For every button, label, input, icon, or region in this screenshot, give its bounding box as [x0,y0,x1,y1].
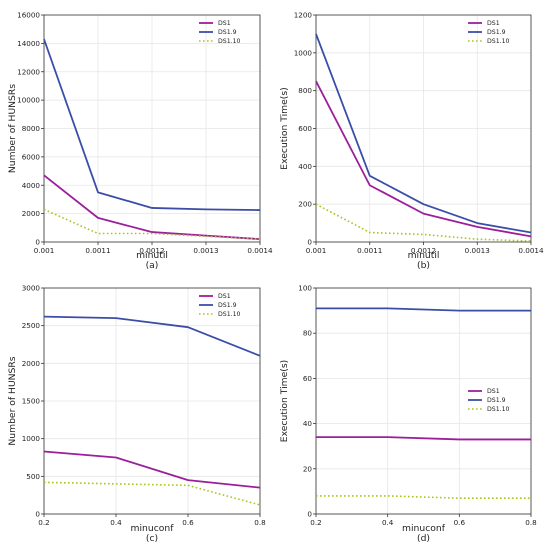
x-tick-label: 0.001 [34,246,55,255]
series-line-DS1 [43,450,261,489]
series-line-DS1-10 [315,203,532,242]
legend-entry: DS1 [487,20,500,27]
x-tick-label: 0.001 [306,246,327,255]
legend-entry: DS1.9 [487,397,506,404]
x-tick-label: 0.8 [254,518,266,527]
legend-entry: DS1 [218,20,231,27]
series-line-DS1-10 [43,208,261,240]
y-tick-label: 10000 [17,96,40,105]
y-tick-label: 40 [303,419,313,428]
y-tick-label: 80 [303,329,313,338]
x-axis-label: minuconf [131,523,175,534]
y-tick-label: 0 [307,238,312,247]
y-tick-label: 800 [298,86,312,95]
series-line-DS1-9 [316,307,531,312]
y-tick-label: 0 [307,510,312,519]
y-tick-label: 12000 [17,67,40,76]
y-tick-label: 20 [303,464,313,473]
x-axis-label: minuconf [402,523,446,534]
subfigure-label: (c) [146,533,158,544]
series-line-DS1-9 [43,315,261,357]
y-tick-label: 16000 [17,11,40,20]
series-line-DS1-10 [43,481,261,506]
y-tick-label: 1000 [294,48,313,57]
x-axis-label: minutil [136,250,168,261]
subfigure-label: (b) [417,260,430,271]
y-tick-label: 1500 [22,397,41,406]
y-tick-label: 1000 [22,434,41,443]
series-line-DS1 [316,436,531,441]
y-axis-label: Number of HUNSRs [7,84,18,173]
x-tick-label: 0.2 [38,518,49,527]
y-tick-label: 60 [303,374,313,383]
legend-entry: DS1.10 [218,311,241,318]
series-line-DS1-10 [316,495,531,499]
x-axis-label: minutil [408,250,440,261]
subfigure-label: (d) [417,533,430,544]
legend-entry: DS1.10 [487,406,510,413]
x-tick-label: 0.6 [454,518,466,527]
x-tick-label: 0.0011 [85,246,110,255]
x-tick-label: 0.6 [182,518,194,527]
legend: DS1 DS1.9 DS1.10 [468,20,510,45]
y-tick-label: 2000 [22,209,41,218]
y-tick-label: 200 [298,200,312,209]
y-tick-label: 6000 [22,152,41,161]
series-line-DS1-9 [43,38,261,211]
y-tick-label: 100 [298,284,312,293]
x-tick-label: 0.0012 [411,246,436,255]
legend-entry: DS1 [218,293,231,300]
plot-frame [315,287,532,515]
legend-entry: DS1.9 [218,302,237,309]
chart-panel-a: 0.001 0.0011 0.0012 0.0013 0.0014 0 2000 4000 60… [7,11,273,272]
series-line-DS1 [315,80,532,238]
x-tick-label: 0.0013 [193,246,218,255]
subfigure-label: (a) [146,260,159,271]
x-tick-label: 0.0014 [247,246,273,255]
legend: DS1 DS1.9 DS1.10 [199,20,241,45]
x-tick-label: 0.0013 [465,246,490,255]
y-tick-label: 14000 [17,39,40,48]
y-tick-label: 2000 [22,359,41,368]
y-tick-label: 3000 [22,284,41,293]
y-tick-label: 1200 [294,11,313,20]
series-line-DS1-9 [315,33,532,234]
y-tick-label: 500 [26,472,40,481]
y-tick-label: 400 [298,162,312,171]
legend: DS1 DS1.9 DS1.10 [468,388,510,413]
y-axis-label: Number of HUNSRs [7,356,18,445]
y-axis-label: Execution Time(s) [279,87,290,169]
legend-entry: DS1.10 [218,38,241,45]
y-tick-label: 4000 [22,181,41,190]
chart-panel-d: 0.2 0.4 0.6 0.8 0 20 40 60 80 100 minuconf Executio… [279,284,537,545]
x-tick-label: 0.0014 [518,246,544,255]
y-tick-label: 600 [298,124,312,133]
x-tick-label: 0.4 [382,518,394,527]
x-tick-label: 0.4 [110,518,122,527]
x-tick-label: 0.2 [310,518,321,527]
legend-entry: DS1.9 [218,29,237,36]
legend-entry: DS1 [487,388,500,395]
x-tick-label: 0.8 [525,518,537,527]
y-tick-label: 8000 [22,124,41,133]
chart-panel-c: 0.2 0.4 0.6 0.8 0 500 1000 1500 2000 2500 3000 minu… [7,284,266,545]
legend-entry: DS1.9 [487,29,506,36]
y-tick-label: 2500 [22,321,41,330]
x-tick-label: 0.0011 [357,246,382,255]
y-tick-label: 0 [35,510,40,519]
y-axis-label: Execution Time(s) [279,360,290,442]
chart-panel-b: 0.001 0.0011 0.0012 0.0013 0.0014 0 200 400 600 8… [279,11,544,272]
legend-entry: DS1.10 [487,38,510,45]
legend: DS1 DS1.9 DS1.10 [199,293,241,318]
x-tick-label: 0.0012 [139,246,164,255]
y-tick-label: 0 [35,238,40,247]
